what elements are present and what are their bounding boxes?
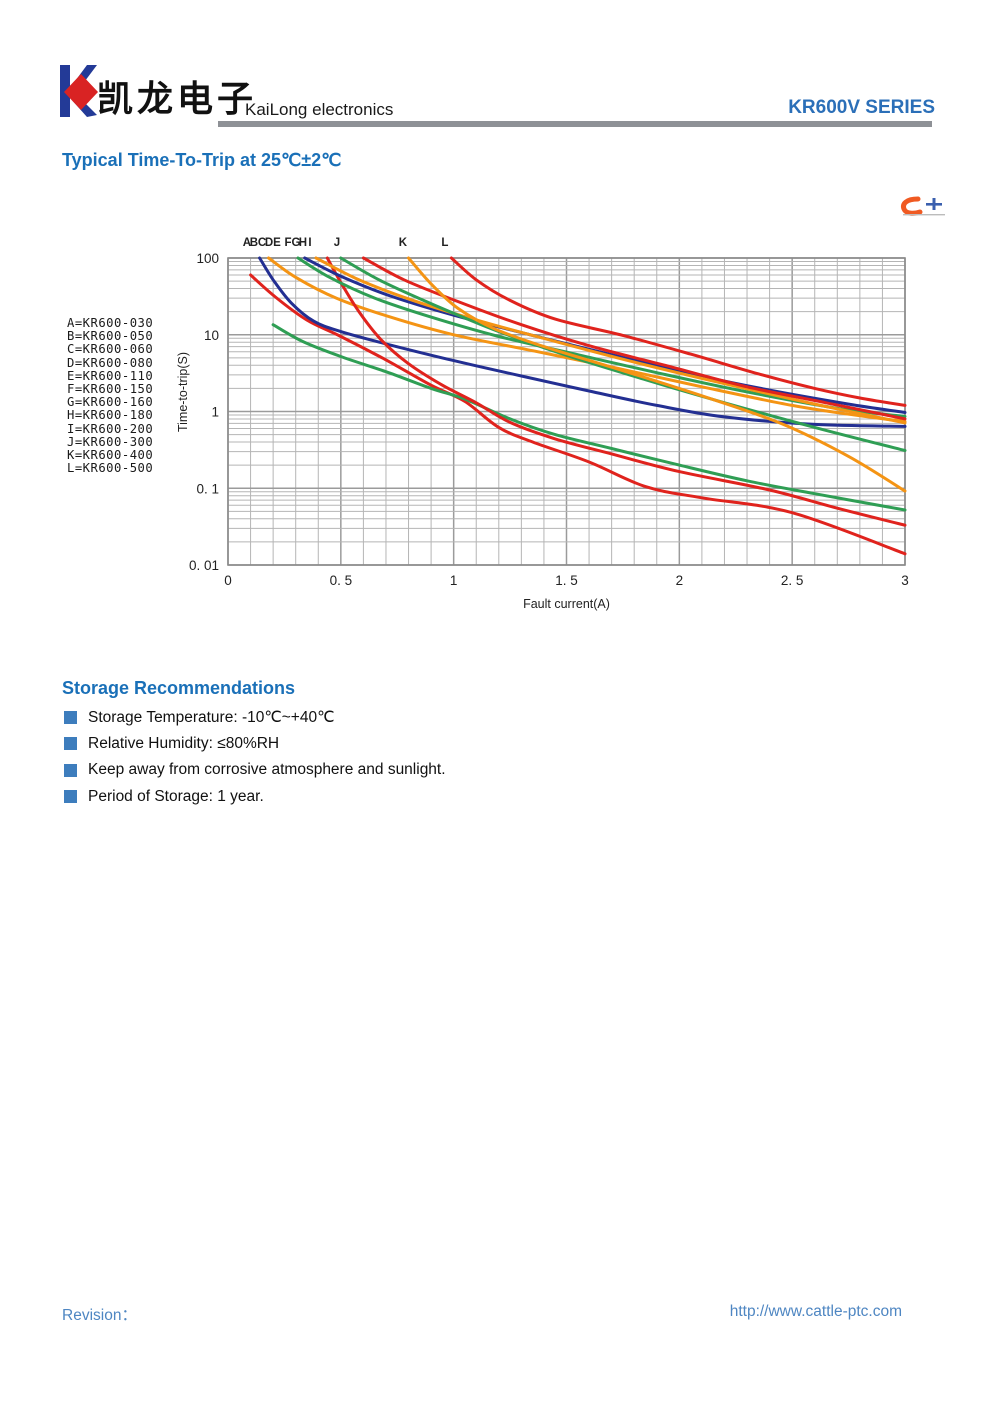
y-tick-label: 1 [211, 405, 219, 420]
curve-L [449, 256, 907, 407]
curve-C [258, 256, 907, 428]
watermark-cross-icon [932, 198, 936, 210]
curve-letter-G: G [291, 237, 300, 249]
legend-entry-L: L=KR600-500 [67, 461, 154, 476]
y-axis-title: Time-to-trip(S) [176, 352, 190, 432]
website-link[interactable]: http://www.cattle-ptc.com [729, 1303, 902, 1320]
curve-letter-K: K [399, 237, 408, 249]
y-tick-label: 100 [196, 251, 219, 266]
curve-D [267, 256, 907, 423]
bullet-square-icon [64, 790, 77, 804]
storage-item: Keep away from corrosive atmosphere and … [64, 757, 446, 784]
curve-A [249, 273, 907, 556]
series-title: KR600V SERIES [788, 97, 935, 118]
storage-item-text: Storage Temperature: -10℃~+40℃ [88, 708, 335, 726]
curve-letter-B: B [250, 237, 258, 249]
storage-item: Storage Temperature: -10℃~+40℃ [64, 704, 446, 731]
curve-letter-C: C [258, 237, 266, 249]
bullet-square-icon [64, 763, 77, 777]
curve-letter-A: A [243, 237, 251, 249]
curve-letter-F: F [285, 237, 292, 249]
company-name-chinese: 凯龙电子 [97, 78, 258, 120]
x-tick-label: 1 [450, 573, 458, 588]
chart-title: Typical Time-To-Trip at 25℃±2℃ [62, 150, 342, 170]
curve-letter-I: I [308, 237, 311, 249]
kailong-logo-icon [60, 65, 98, 117]
x-tick-label: 3 [901, 573, 909, 588]
company-name-english: KaiLong electronics [245, 100, 394, 119]
watermark-underline [903, 214, 945, 216]
legend-entry-G: G=KR600-160 [67, 395, 154, 410]
y-tick-label: 0. 01 [189, 558, 219, 573]
legend-entry-J: J=KR600-300 [67, 434, 154, 449]
watermark-swoosh-icon [901, 196, 923, 216]
legend-entry-D: D=KR600-080 [67, 355, 154, 370]
chart-legend: A=KR600-030 B=KR600-050 C=KR600-060 D=KR600… [67, 316, 154, 476]
legend-entry-H: H=KR600-180 [67, 408, 154, 423]
y-tick-label: 10 [204, 328, 219, 343]
curve-letter-L: L [441, 237, 448, 249]
header-divider [218, 121, 932, 127]
curve-B [271, 323, 907, 512]
x-tick-label: 2. 5 [781, 573, 804, 588]
legend-entry-K: K=KR600-400 [67, 448, 154, 463]
storage-item: Relative Humidity: ≤80%RH [64, 731, 446, 758]
curve-J [339, 256, 907, 452]
storage-item-text: Period of Storage: 1 year. [88, 787, 264, 805]
storage-list: Storage Temperature: -10℃~+40℃ Relative H… [64, 704, 446, 810]
legend-entry-I: I=KR600-200 [67, 421, 154, 436]
curve-H [314, 256, 907, 425]
bullet-square-icon [64, 737, 77, 751]
legend-entry-A: A=KR600-030 [67, 316, 154, 330]
x-tick-label: 1. 5 [555, 573, 578, 588]
storage-item-text: Keep away from corrosive atmosphere and … [88, 761, 446, 779]
legend-entry-F: F=KR600-150 [67, 382, 154, 397]
storage-item-text: Relative Humidity: ≤80%RH [88, 734, 280, 752]
time-to-trip-chart: AB CD E F GH I J K L 0 0. 5 1 1. 5 2 2. 5 3 100 10 1 0. 1 0.… [176, 196, 945, 611]
x-tick-label: 0 [224, 573, 232, 588]
legend-entry-B: B=KR600-050 [67, 329, 154, 344]
x-tick-label: 0. 5 [330, 573, 353, 588]
x-tick-label: 2 [676, 573, 684, 588]
legend-entry-E: E=KR600-110 [67, 368, 154, 383]
y-tick-label: 0. 1 [196, 481, 219, 496]
legend-entry-C: C=KR600-060 [67, 342, 154, 357]
curve-letter-J: J [334, 237, 340, 249]
curve-letter-D: D [265, 237, 273, 249]
curve-K [407, 256, 907, 493]
storage-heading: Storage Recommendations [62, 678, 296, 698]
bullet-square-icon [64, 710, 77, 724]
curve-letter-E: E [273, 237, 281, 249]
storage-item: Period of Storage: 1 year. [64, 784, 446, 811]
revision-label: Revision： [62, 1307, 137, 1324]
x-axis-title: Fault current(A) [523, 597, 610, 611]
curve-letter-H: H [299, 237, 307, 249]
curve-I [361, 256, 907, 421]
curve-E [325, 256, 907, 527]
